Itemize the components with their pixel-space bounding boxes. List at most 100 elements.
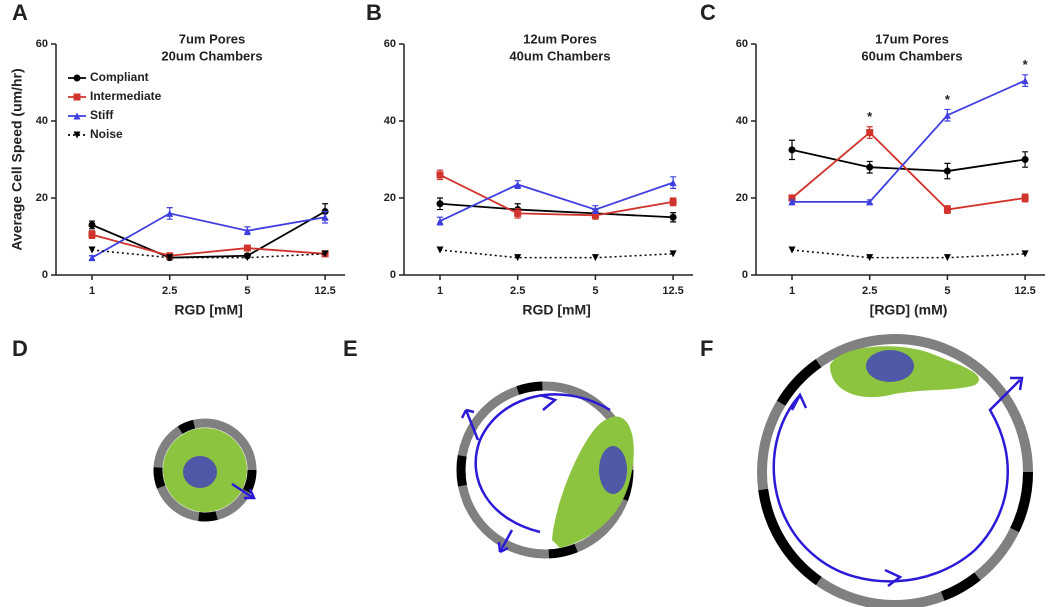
y-tick-label: 60 — [736, 38, 748, 50]
point — [436, 171, 444, 179]
point — [943, 111, 951, 119]
pore-segments — [757, 334, 1033, 607]
point — [943, 167, 951, 175]
point — [88, 246, 96, 254]
point — [514, 254, 522, 262]
series-line — [91, 210, 326, 259]
point — [669, 250, 677, 258]
arrow-head — [460, 408, 480, 441]
point — [166, 254, 174, 262]
annotation: * — [1023, 57, 1029, 72]
annotation: * — [867, 109, 873, 124]
series-line — [91, 249, 326, 259]
point — [591, 206, 599, 214]
y-tick-label: 20 — [736, 192, 748, 204]
point — [669, 179, 677, 187]
point — [514, 181, 522, 189]
point — [88, 254, 96, 262]
point — [943, 254, 951, 262]
series-line — [791, 249, 1026, 259]
point — [1021, 77, 1029, 85]
series-line — [791, 131, 1026, 211]
point — [73, 74, 81, 82]
panel-label: F — [700, 336, 713, 361]
series-line — [91, 212, 326, 259]
series-line — [439, 202, 674, 219]
point — [88, 231, 96, 239]
point — [1021, 250, 1029, 258]
chart-subtitle: 60um Chambers — [861, 48, 962, 63]
legend-label: Noise — [90, 127, 123, 141]
arrow-head — [790, 392, 808, 411]
y-tick-label: 20 — [36, 192, 48, 204]
point — [866, 129, 874, 137]
x-tick-label: 1 — [789, 285, 795, 297]
point — [514, 209, 522, 217]
y-tick-label: 40 — [384, 115, 396, 127]
pore-segments — [153, 418, 257, 522]
y-tick-label: 60 — [36, 38, 48, 50]
y-tick-label: 0 — [42, 269, 48, 281]
panel-label: B — [366, 0, 382, 25]
point — [591, 254, 599, 262]
arrow-head — [539, 393, 558, 411]
point — [321, 250, 329, 258]
arrow — [772, 379, 1021, 583]
point — [73, 93, 81, 101]
chart-title: 12um Pores — [523, 31, 597, 46]
point — [73, 112, 81, 120]
chart-title: 17um Pores — [875, 31, 949, 46]
series-line — [439, 181, 674, 222]
point — [669, 198, 677, 206]
diagram-e — [456, 381, 634, 559]
x-tick-label: 12.5 — [314, 285, 335, 297]
y-tick-label: 40 — [36, 115, 48, 127]
point — [243, 227, 251, 235]
panel-label: E — [343, 336, 358, 361]
arrow-head — [244, 488, 256, 500]
point — [73, 131, 81, 139]
point — [788, 146, 796, 154]
legend-label: Compliant — [90, 70, 149, 84]
diagram-d — [153, 418, 257, 522]
series-line — [439, 174, 674, 217]
point — [1021, 194, 1029, 202]
nucleus — [599, 446, 627, 494]
y-tick-label: 20 — [384, 192, 396, 204]
point — [436, 200, 444, 208]
x-axis-label: [RGD] (mM) — [870, 302, 948, 318]
x-tick-label: 12.5 — [662, 285, 683, 297]
x-axis-label: RGD [mM] — [174, 302, 242, 318]
point — [436, 217, 444, 225]
legend-label: Intermediate — [90, 89, 162, 103]
series-line — [792, 79, 1026, 203]
y-axis-label: Average Cell Speed (um/hr) — [9, 68, 25, 250]
diagram-f — [757, 334, 1033, 607]
point — [788, 246, 796, 254]
x-tick-label: 5 — [592, 285, 598, 297]
point — [788, 194, 796, 202]
annotation: * — [945, 92, 951, 107]
point — [243, 244, 251, 252]
point — [166, 209, 174, 217]
point — [866, 198, 874, 206]
point — [88, 221, 96, 229]
nucleus — [183, 456, 217, 488]
x-tick-label: 12.5 — [1014, 285, 1035, 297]
point — [943, 206, 951, 214]
series-line — [791, 148, 1026, 172]
x-tick-label: 5 — [244, 285, 250, 297]
legend-label: Stiff — [90, 108, 114, 122]
x-axis-label: RGD [mM] — [522, 302, 590, 318]
panel-label: A — [12, 0, 28, 25]
series-line — [91, 233, 326, 257]
point — [866, 163, 874, 171]
arrow — [231, 482, 253, 499]
arrow-head — [497, 529, 514, 554]
point — [866, 254, 874, 262]
series-line — [439, 249, 674, 259]
chart-subtitle: 20um Chambers — [161, 48, 262, 63]
x-tick-label: 2.5 — [862, 285, 877, 297]
y-tick-label: 40 — [736, 115, 748, 127]
